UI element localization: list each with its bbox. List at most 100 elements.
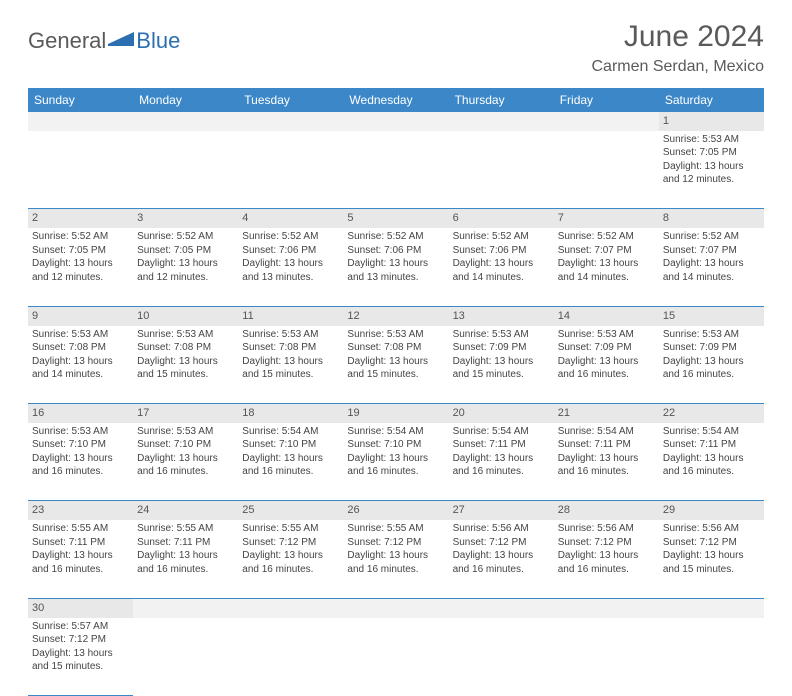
day-detail-cell xyxy=(238,131,343,209)
day-number-cell: 1 xyxy=(659,112,764,131)
day-number-cell: 18 xyxy=(238,404,343,423)
daylight-line: Daylight: 13 hours and 12 minutes. xyxy=(137,257,234,284)
day-detail-cell: Sunrise: 5:53 AMSunset: 7:09 PMDaylight:… xyxy=(659,326,764,404)
sunset-line: Sunset: 7:07 PM xyxy=(663,244,760,258)
day-detail-cell: Sunrise: 5:52 AMSunset: 7:06 PMDaylight:… xyxy=(343,228,448,306)
sunset-line: Sunset: 7:12 PM xyxy=(347,536,444,550)
daylight-line: Daylight: 13 hours and 15 minutes. xyxy=(137,355,234,382)
sunrise-line: Sunrise: 5:52 AM xyxy=(32,230,129,244)
day-detail-cell xyxy=(659,618,764,696)
sunset-line: Sunset: 7:08 PM xyxy=(347,341,444,355)
day-detail-cell: Sunrise: 5:53 AMSunset: 7:09 PMDaylight:… xyxy=(449,326,554,404)
sunrise-line: Sunrise: 5:53 AM xyxy=(137,425,234,439)
day-number-row: 23242526272829 xyxy=(28,501,764,520)
day-detail-row: Sunrise: 5:53 AMSunset: 7:08 PMDaylight:… xyxy=(28,326,764,404)
sunset-line: Sunset: 7:12 PM xyxy=(663,536,760,550)
sunrise-line: Sunrise: 5:54 AM xyxy=(242,425,339,439)
sunrise-line: Sunrise: 5:54 AM xyxy=(558,425,655,439)
sunrise-line: Sunrise: 5:54 AM xyxy=(663,425,760,439)
sunrise-line: Sunrise: 5:52 AM xyxy=(663,230,760,244)
day-number-cell: 16 xyxy=(28,404,133,423)
sunrise-line: Sunrise: 5:56 AM xyxy=(663,522,760,536)
daylight-line: Daylight: 13 hours and 13 minutes. xyxy=(347,257,444,284)
daylight-line: Daylight: 13 hours and 16 minutes. xyxy=(32,452,129,479)
day-number-cell xyxy=(659,598,764,617)
day-detail-row: Sunrise: 5:53 AMSunset: 7:10 PMDaylight:… xyxy=(28,423,764,501)
day-number-row: 2345678 xyxy=(28,209,764,228)
sunset-line: Sunset: 7:11 PM xyxy=(663,438,760,452)
day-detail-cell: Sunrise: 5:56 AMSunset: 7:12 PMDaylight:… xyxy=(659,520,764,598)
sunrise-line: Sunrise: 5:53 AM xyxy=(558,328,655,342)
daylight-line: Daylight: 13 hours and 16 minutes. xyxy=(242,452,339,479)
sunset-line: Sunset: 7:08 PM xyxy=(137,341,234,355)
day-number-cell xyxy=(133,598,238,617)
weekday-header: Tuesday xyxy=(238,88,343,112)
sunset-line: Sunset: 7:06 PM xyxy=(453,244,550,258)
calendar-table: Sunday Monday Tuesday Wednesday Thursday… xyxy=(28,88,764,696)
day-detail-cell: Sunrise: 5:54 AMSunset: 7:11 PMDaylight:… xyxy=(449,423,554,501)
day-detail-row: Sunrise: 5:52 AMSunset: 7:05 PMDaylight:… xyxy=(28,228,764,306)
sunrise-line: Sunrise: 5:53 AM xyxy=(663,328,760,342)
day-detail-cell: Sunrise: 5:55 AMSunset: 7:12 PMDaylight:… xyxy=(238,520,343,598)
day-number-cell: 8 xyxy=(659,209,764,228)
daylight-line: Daylight: 13 hours and 14 minutes. xyxy=(453,257,550,284)
sunset-line: Sunset: 7:09 PM xyxy=(453,341,550,355)
day-detail-cell: Sunrise: 5:52 AMSunset: 7:05 PMDaylight:… xyxy=(133,228,238,306)
day-number-cell: 26 xyxy=(343,501,448,520)
day-detail-cell: Sunrise: 5:55 AMSunset: 7:11 PMDaylight:… xyxy=(28,520,133,598)
day-detail-cell: Sunrise: 5:55 AMSunset: 7:11 PMDaylight:… xyxy=(133,520,238,598)
sunrise-line: Sunrise: 5:53 AM xyxy=(242,328,339,342)
day-number-cell: 22 xyxy=(659,404,764,423)
day-detail-cell: Sunrise: 5:52 AMSunset: 7:07 PMDaylight:… xyxy=(554,228,659,306)
day-number-cell: 29 xyxy=(659,501,764,520)
day-detail-cell: Sunrise: 5:54 AMSunset: 7:11 PMDaylight:… xyxy=(659,423,764,501)
day-detail-cell: Sunrise: 5:53 AMSunset: 7:08 PMDaylight:… xyxy=(28,326,133,404)
day-number-cell: 24 xyxy=(133,501,238,520)
day-detail-row: Sunrise: 5:53 AMSunset: 7:05 PMDaylight:… xyxy=(28,131,764,209)
sunrise-line: Sunrise: 5:53 AM xyxy=(32,425,129,439)
daylight-line: Daylight: 13 hours and 15 minutes. xyxy=(32,647,129,674)
sunset-line: Sunset: 7:11 PM xyxy=(32,536,129,550)
sunrise-line: Sunrise: 5:55 AM xyxy=(347,522,444,536)
daylight-line: Daylight: 13 hours and 13 minutes. xyxy=(242,257,339,284)
sunrise-line: Sunrise: 5:56 AM xyxy=(453,522,550,536)
sunset-line: Sunset: 7:08 PM xyxy=(242,341,339,355)
sunset-line: Sunset: 7:12 PM xyxy=(32,633,129,647)
day-detail-cell xyxy=(449,618,554,696)
day-number-cell: 11 xyxy=(238,306,343,325)
sunset-line: Sunset: 7:12 PM xyxy=(558,536,655,550)
sunset-line: Sunset: 7:06 PM xyxy=(347,244,444,258)
sunset-line: Sunset: 7:05 PM xyxy=(137,244,234,258)
sunset-line: Sunset: 7:05 PM xyxy=(663,146,760,160)
sunrise-line: Sunrise: 5:55 AM xyxy=(242,522,339,536)
sunset-line: Sunset: 7:10 PM xyxy=(242,438,339,452)
day-detail-cell xyxy=(133,131,238,209)
sunset-line: Sunset: 7:11 PM xyxy=(137,536,234,550)
sunrise-line: Sunrise: 5:53 AM xyxy=(663,133,760,147)
weekday-header: Friday xyxy=(554,88,659,112)
day-number-cell xyxy=(343,598,448,617)
daylight-line: Daylight: 13 hours and 16 minutes. xyxy=(558,355,655,382)
daylight-line: Daylight: 13 hours and 15 minutes. xyxy=(453,355,550,382)
page-header: General Blue June 2024 Carmen Serdan, Me… xyxy=(28,20,764,76)
day-number-cell xyxy=(554,598,659,617)
weekday-header-row: Sunday Monday Tuesday Wednesday Thursday… xyxy=(28,88,764,112)
day-number-cell: 3 xyxy=(133,209,238,228)
day-detail-cell: Sunrise: 5:53 AMSunset: 7:10 PMDaylight:… xyxy=(133,423,238,501)
day-detail-cell xyxy=(133,618,238,696)
sunrise-line: Sunrise: 5:57 AM xyxy=(32,620,129,634)
day-number-cell: 2 xyxy=(28,209,133,228)
day-detail-cell: Sunrise: 5:52 AMSunset: 7:06 PMDaylight:… xyxy=(449,228,554,306)
sunrise-line: Sunrise: 5:54 AM xyxy=(347,425,444,439)
sunrise-line: Sunrise: 5:53 AM xyxy=(137,328,234,342)
day-detail-cell: Sunrise: 5:53 AMSunset: 7:08 PMDaylight:… xyxy=(343,326,448,404)
sunrise-line: Sunrise: 5:52 AM xyxy=(558,230,655,244)
daylight-line: Daylight: 13 hours and 16 minutes. xyxy=(347,452,444,479)
day-number-row: 1 xyxy=(28,112,764,131)
sunset-line: Sunset: 7:11 PM xyxy=(558,438,655,452)
day-number-cell: 21 xyxy=(554,404,659,423)
daylight-line: Daylight: 13 hours and 16 minutes. xyxy=(453,452,550,479)
day-number-cell: 4 xyxy=(238,209,343,228)
day-detail-cell xyxy=(554,131,659,209)
sunset-line: Sunset: 7:09 PM xyxy=(663,341,760,355)
